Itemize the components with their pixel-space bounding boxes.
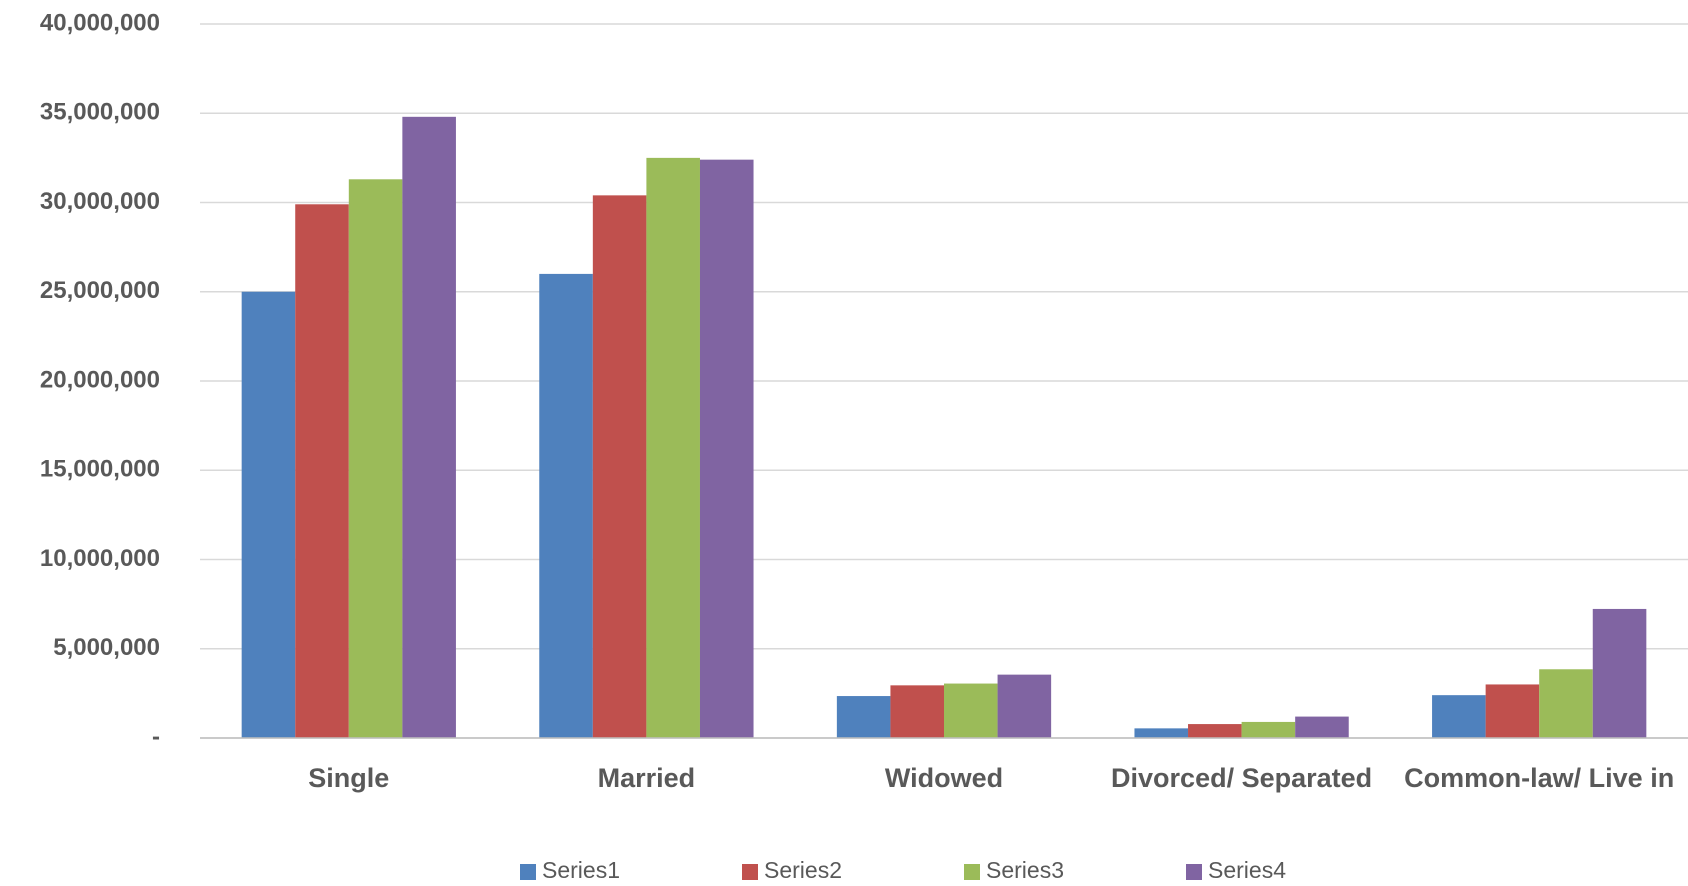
legend-label: Series4 — [1208, 857, 1286, 883]
legend-swatch — [964, 864, 980, 880]
bar — [1539, 669, 1593, 738]
y-tick-label: - — [152, 723, 160, 750]
y-tick-label: 40,000,000 — [40, 9, 160, 36]
x-tick-label: Widowed — [885, 763, 1003, 793]
bar — [1188, 724, 1242, 738]
y-tick-label: 5,000,000 — [53, 634, 160, 661]
legend-label: Series1 — [542, 857, 620, 883]
bar — [295, 204, 349, 738]
legend-swatch — [742, 864, 758, 880]
y-tick-label: 30,000,000 — [40, 188, 160, 215]
legend-label: Series3 — [986, 857, 1064, 883]
x-tick-label: Married — [598, 763, 696, 793]
y-tick-label: 20,000,000 — [40, 366, 160, 393]
bar — [348, 179, 403, 739]
x-tick-label: Single — [308, 763, 389, 793]
bar — [539, 273, 593, 738]
y-tick-label: 10,000,000 — [40, 545, 160, 572]
x-tick-label: Common-law/ Live in — [1404, 763, 1674, 793]
legend-swatch — [520, 864, 536, 880]
bar — [1432, 695, 1486, 738]
bar — [997, 674, 1052, 738]
bar — [1485, 684, 1540, 738]
bar — [944, 683, 998, 738]
bar — [699, 159, 754, 738]
bar — [890, 685, 944, 738]
x-tick-label: Divorced/ Separated — [1111, 763, 1372, 793]
y-tick-label: 35,000,000 — [40, 99, 160, 126]
bar — [241, 291, 296, 738]
bar — [836, 696, 891, 738]
bar — [646, 157, 700, 738]
legend-swatch — [1186, 864, 1202, 880]
y-tick-label: 25,000,000 — [40, 277, 160, 304]
y-tick-label: 15,000,000 — [40, 456, 160, 483]
bar — [592, 195, 647, 739]
bar — [1295, 716, 1349, 738]
bar — [1241, 721, 1296, 738]
legend-label: Series2 — [764, 857, 842, 883]
bar — [402, 116, 456, 738]
bar — [1592, 608, 1647, 738]
bar — [1134, 728, 1189, 738]
